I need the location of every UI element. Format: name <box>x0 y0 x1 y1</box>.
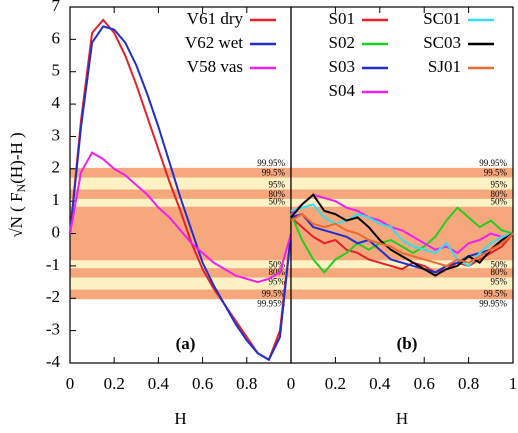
band-label: 50% <box>269 197 286 207</box>
panel-label: (a) <box>176 334 196 353</box>
confidence-band <box>291 289 513 300</box>
confidence-band <box>70 177 291 190</box>
y-tick-label: 3 <box>52 125 61 144</box>
band-label: 99.5% <box>484 289 508 299</box>
legend-label: S04 <box>329 81 356 100</box>
band-label: 95% <box>269 180 286 190</box>
x-tick-label: 0.4 <box>148 374 170 393</box>
x-tick-label: 0 <box>287 374 296 393</box>
confidence-band <box>291 260 513 269</box>
y-label-part: (H)-H ) <box>7 132 26 183</box>
y-tick-label: 5 <box>52 61 61 80</box>
series-line <box>69 25 292 362</box>
series-line <box>290 212 514 267</box>
series-line <box>290 193 514 255</box>
legend-label: S03 <box>329 57 355 76</box>
confidence-band <box>70 189 291 199</box>
x-tick-label: 0.2 <box>104 374 125 393</box>
band-label: 95% <box>269 277 286 287</box>
y-label-part: √N ( F <box>7 192 26 237</box>
x-tick-label: 0.6 <box>414 374 435 393</box>
band-label: 95% <box>491 277 508 287</box>
confidence-band <box>70 260 291 269</box>
plot-frame <box>290 6 514 364</box>
band-label: 80% <box>269 189 286 199</box>
confidence-band <box>291 177 513 190</box>
band-label: 99.5% <box>262 289 286 299</box>
band-label: 50% <box>491 259 508 269</box>
series-line <box>69 151 292 284</box>
band-label: 99.95% <box>479 158 507 168</box>
confidence-band <box>70 268 291 278</box>
y-axis-label: √N ( FN(H)-H ) <box>7 132 28 237</box>
band-label: 80% <box>491 267 508 277</box>
legend-label: S01 <box>329 9 355 28</box>
band-label: 99.5% <box>484 168 508 178</box>
band-label: 50% <box>269 259 286 269</box>
y-tick-label: -1 <box>46 255 60 274</box>
y-tick-label: 4 <box>52 93 61 112</box>
y-tick-label: -4 <box>46 352 61 371</box>
series-line <box>290 206 514 274</box>
confidence-band <box>291 189 513 199</box>
y-tick-label: 7 <box>52 0 61 15</box>
confidence-band <box>291 268 513 278</box>
confidence-band <box>291 277 513 290</box>
x-axis-label: H <box>396 409 408 428</box>
confidence-band <box>291 198 513 207</box>
band-label: 50% <box>491 197 508 207</box>
band-label: 99.95% <box>479 298 507 308</box>
confidence-band <box>291 167 513 178</box>
legend-label: SC01 <box>423 9 461 28</box>
y-tick-label: 6 <box>52 28 61 47</box>
x-tick-label: 0.2 <box>325 374 346 393</box>
confidence-band <box>70 167 291 178</box>
x-tick-label: 1 <box>509 374 518 393</box>
y-tick-label: 0 <box>52 222 61 241</box>
legend-label: S02 <box>329 33 355 52</box>
confidence-band <box>70 289 291 300</box>
x-tick-label: 0.4 <box>369 374 391 393</box>
series-line <box>290 193 514 277</box>
x-tick-label: 0 <box>66 374 75 393</box>
confidence-band <box>70 277 291 290</box>
panel-label: (b) <box>397 334 418 353</box>
legend-label: SJ01 <box>428 57 461 76</box>
y-tick-label: -2 <box>46 287 60 306</box>
band-label: 95% <box>491 180 508 190</box>
confidence-band <box>70 198 291 207</box>
band-label: 80% <box>491 189 508 199</box>
confidence-band <box>70 206 291 261</box>
y-tick-label: -3 <box>46 320 60 339</box>
legend-label: SC03 <box>423 33 461 52</box>
y-label-sub: N <box>14 183 28 192</box>
band-label: 99.95% <box>257 158 285 168</box>
x-tick-label: 0.8 <box>458 374 479 393</box>
legend-label: V61 dry <box>187 9 244 28</box>
legend-label: V58 vas <box>187 57 243 76</box>
band-label: 99.95% <box>257 298 285 308</box>
x-tick-label: 0.8 <box>236 374 257 393</box>
band-label: 80% <box>269 267 286 277</box>
y-tick-label: 1 <box>52 190 61 209</box>
x-tick-label: 0.6 <box>192 374 213 393</box>
legend-label: V62 wet <box>185 33 243 52</box>
band-label: 99.5% <box>262 168 286 178</box>
confidence-band <box>291 206 513 261</box>
series-line <box>290 212 514 274</box>
y-tick-label: 2 <box>52 158 61 177</box>
x-axis-label: H <box>174 409 186 428</box>
